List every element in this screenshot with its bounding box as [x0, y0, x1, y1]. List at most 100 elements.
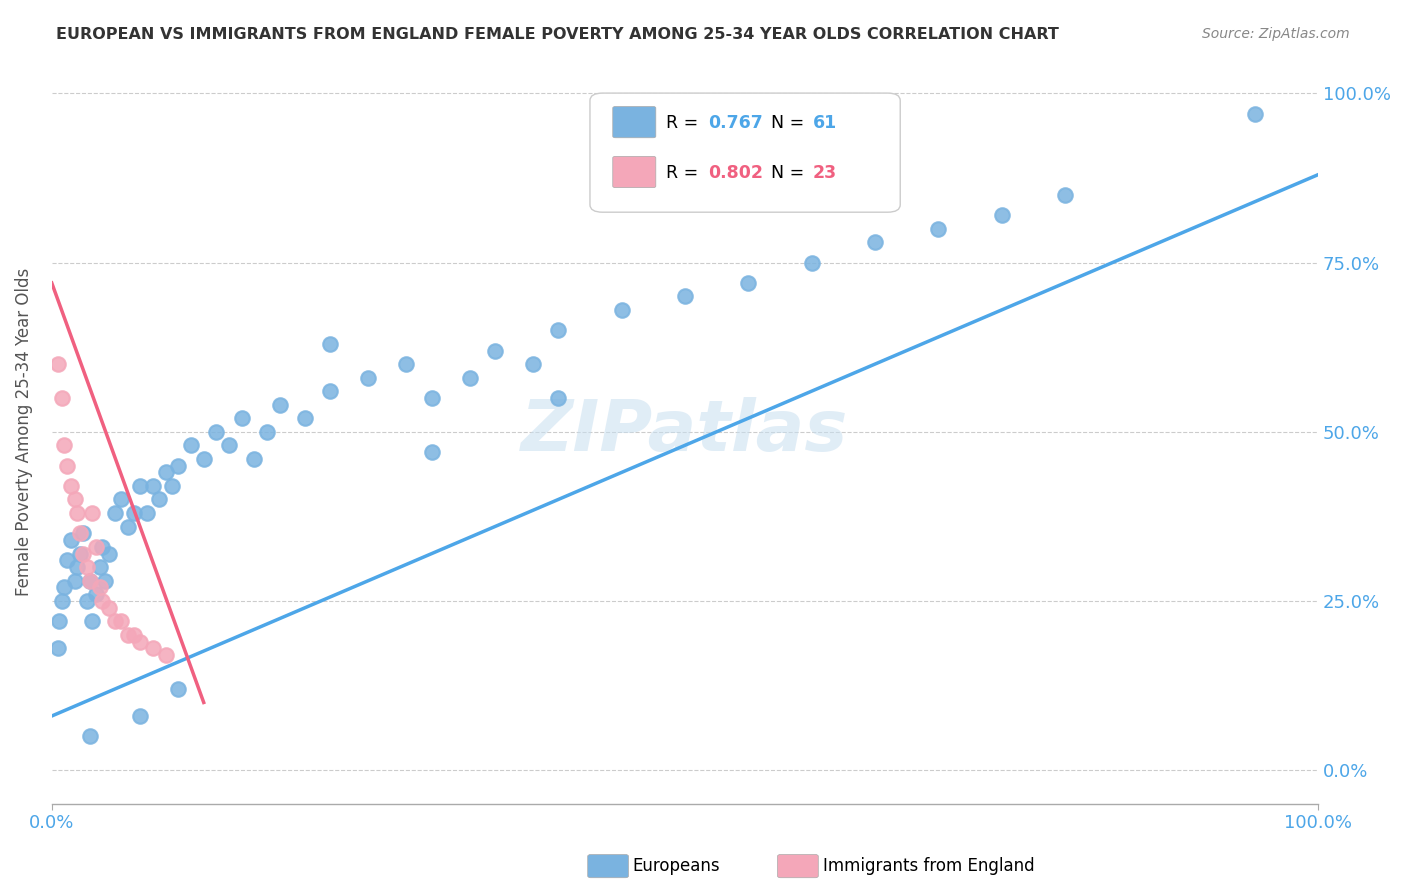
Point [59, 479, 82, 493]
Point [97, 547, 120, 561]
Point [610, 303, 633, 318]
Point [148, 492, 170, 507]
Point [1053, 188, 1076, 202]
Point [48, 614, 70, 628]
Point [46, 357, 69, 371]
Point [56, 458, 79, 473]
Point [110, 492, 132, 507]
Text: EUROPEAN VS IMMIGRANTS FROM ENGLAND FEMALE POVERTY AMONG 25-34 YEAR OLDS CORRELA: EUROPEAN VS IMMIGRANTS FROM ENGLAND FEMA… [56, 27, 1059, 42]
Point [69, 547, 91, 561]
Point [51, 594, 73, 608]
Point [53, 438, 76, 452]
Point [395, 357, 418, 371]
Point [269, 398, 291, 412]
Point [155, 466, 177, 480]
Point [142, 641, 165, 656]
Point [180, 438, 202, 452]
Point [91, 594, 114, 608]
Point [56, 553, 79, 567]
Text: Source: ZipAtlas.com: Source: ZipAtlas.com [1202, 27, 1350, 41]
Point [135, 506, 157, 520]
Point [91, 540, 114, 554]
Point [117, 628, 139, 642]
Point [122, 506, 145, 520]
Point [59, 533, 82, 547]
Point [218, 438, 240, 452]
Point [547, 323, 569, 337]
Point [82, 506, 104, 520]
Point [319, 384, 342, 399]
Point [63, 492, 86, 507]
Point [129, 479, 152, 493]
Point [97, 600, 120, 615]
Text: ZIPatlas: ZIPatlas [522, 397, 849, 467]
Point [129, 634, 152, 648]
Point [319, 336, 342, 351]
Point [160, 479, 183, 493]
Point [484, 343, 506, 358]
Point [231, 411, 253, 425]
Point [72, 547, 94, 561]
FancyBboxPatch shape [613, 106, 655, 137]
Point [155, 648, 177, 662]
Point [79, 574, 101, 588]
Text: R =: R = [666, 164, 703, 183]
Point [1243, 107, 1265, 121]
Point [66, 506, 89, 520]
Point [79, 574, 101, 588]
Point [82, 614, 104, 628]
Point [89, 581, 111, 595]
Point [76, 594, 98, 608]
Text: Europeans: Europeans [633, 857, 720, 875]
Point [863, 235, 886, 250]
Point [927, 221, 949, 235]
Point [69, 526, 91, 541]
Point [79, 729, 101, 743]
FancyBboxPatch shape [613, 156, 655, 187]
FancyBboxPatch shape [591, 93, 900, 212]
Text: 23: 23 [813, 164, 837, 183]
Point [167, 681, 190, 696]
Point [84, 587, 107, 601]
Point [142, 479, 165, 493]
Point [193, 451, 215, 466]
Text: R =: R = [666, 114, 703, 132]
Y-axis label: Female Poverty Among 25-34 Year Olds: Female Poverty Among 25-34 Year Olds [15, 268, 32, 596]
Point [294, 411, 316, 425]
Point [46, 641, 69, 656]
Point [84, 540, 107, 554]
Point [205, 425, 228, 439]
Point [76, 560, 98, 574]
Point [357, 370, 380, 384]
Point [547, 391, 569, 405]
Point [256, 425, 278, 439]
Point [51, 391, 73, 405]
Point [990, 208, 1012, 222]
Point [89, 560, 111, 574]
Text: Immigrants from England: Immigrants from England [823, 857, 1035, 875]
Point [63, 574, 86, 588]
Point [104, 614, 127, 628]
Point [72, 526, 94, 541]
Point [129, 709, 152, 723]
Point [122, 628, 145, 642]
Point [94, 574, 117, 588]
Point [420, 391, 443, 405]
Point [167, 458, 190, 473]
Point [420, 445, 443, 459]
Point [53, 581, 76, 595]
Point [673, 289, 696, 303]
Text: N =: N = [770, 114, 810, 132]
Text: 0.767: 0.767 [707, 114, 762, 132]
Point [458, 370, 481, 384]
Point [737, 276, 759, 290]
Point [110, 614, 132, 628]
Point [522, 357, 544, 371]
Text: 0.802: 0.802 [707, 164, 762, 183]
Text: 61: 61 [813, 114, 837, 132]
Point [243, 451, 266, 466]
Point [66, 560, 89, 574]
Point [104, 506, 127, 520]
Point [800, 255, 823, 269]
Point [117, 519, 139, 533]
